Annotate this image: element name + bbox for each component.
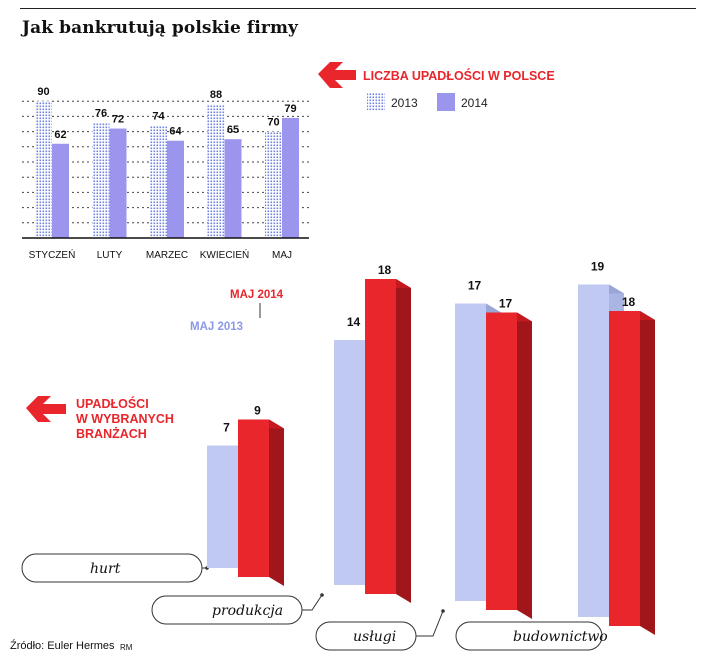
big-bar-maj-2014 <box>365 279 411 603</box>
big-category-label: produkcja <box>212 603 283 619</box>
small-bar-2014 <box>224 139 242 238</box>
big-chart-category-labels: hurt produkcja usługi budownictwo <box>21 553 608 651</box>
big-category-label: budownictwo <box>513 629 608 645</box>
small-category-label: KWIECIEŃ <box>200 248 249 261</box>
small-chart-category-labels: STYCZEŃ LUTY MARZEC KWIECIEŃ MAJ <box>29 248 292 261</box>
small-chart-title: LICZBA UPADŁOŚCI W POLSCE <box>363 68 555 83</box>
big-bar-value: 18 <box>378 263 392 277</box>
big-bar-value: 7 <box>223 421 230 435</box>
big-category-box <box>21 553 203 583</box>
small-bar-2013 <box>207 104 225 239</box>
small-bar-2014 <box>52 143 69 238</box>
small-chart-bars <box>35 101 299 239</box>
big-bar-maj-2014 <box>238 419 284 586</box>
small-bar-2013 <box>35 101 52 238</box>
small-category-label: STYCZEŃ <box>29 248 76 261</box>
big-chart-arrow-icon <box>26 396 66 422</box>
big-chart-value-labels: 7 9 14 18 17 17 19 18 <box>223 260 635 435</box>
small-bar-value: 79 <box>284 103 296 115</box>
legend-label-maj-2014: MAJ 2014 <box>230 289 284 301</box>
big-category-connector <box>302 594 323 611</box>
big-bar-value: 17 <box>468 279 482 293</box>
small-bar-value: 88 <box>210 89 222 101</box>
big-category-box <box>315 621 417 651</box>
big-bar-maj-2014 <box>609 311 655 635</box>
big-bar-value: 9 <box>254 404 261 418</box>
legend-label-2014: 2014 <box>461 96 488 110</box>
small-bar-2013 <box>150 125 167 238</box>
page-title: Jak bankrutują polskie firmy <box>22 18 299 38</box>
small-bar-value: 70 <box>267 117 279 129</box>
author-signature: RM <box>120 643 133 652</box>
small-category-label: LUTY <box>97 250 123 261</box>
small-chart-value-labels: 90 62 76 72 74 64 88 65 70 79 <box>37 86 296 141</box>
big-chart-title: UPADŁOŚCI W WYBRANYCH BRANŻACH <box>76 396 177 441</box>
big-bar-value: 17 <box>499 297 513 311</box>
big-category-connector <box>416 610 444 637</box>
small-category-label: MAJ <box>272 250 292 261</box>
legend-label-2013: 2013 <box>391 96 418 110</box>
small-bar-2014 <box>109 128 127 238</box>
small-bar-value: 74 <box>152 111 165 123</box>
big-bar-value: 14 <box>347 315 361 329</box>
small-bar-value: 72 <box>112 114 124 126</box>
big-category-label: hurt <box>90 561 121 577</box>
small-bar-2013 <box>92 122 110 238</box>
source-note: Źródło: Euler Hermes <box>10 640 115 652</box>
small-bar-value: 64 <box>169 126 182 138</box>
small-bar-value: 90 <box>37 86 49 98</box>
legend-swatch-2014 <box>437 93 455 111</box>
big-chart-bars <box>207 279 655 635</box>
legend-swatch-2013 <box>367 93 385 111</box>
small-bar-value: 65 <box>227 124 239 136</box>
big-connector-dot <box>320 593 324 597</box>
small-chart-arrow-icon <box>318 62 356 88</box>
big-bar-maj-2014 <box>486 312 532 619</box>
small-bar-2014 <box>167 140 184 238</box>
big-connector-dot <box>441 609 445 613</box>
big-category-box <box>151 595 303 625</box>
big-bar-value: 18 <box>622 295 636 309</box>
big-category-label: usługi <box>353 629 396 645</box>
top-rule <box>20 8 696 9</box>
legend-label-maj-2013: MAJ 2013 <box>190 321 243 333</box>
small-bar-2014 <box>282 117 299 238</box>
small-bar-value: 62 <box>54 129 66 141</box>
small-bar-value: 76 <box>95 107 107 119</box>
big-category-box <box>455 621 603 651</box>
small-category-label: MARZEC <box>146 250 188 261</box>
small-bar-2013 <box>265 131 282 238</box>
big-bar-value: 19 <box>591 260 605 274</box>
